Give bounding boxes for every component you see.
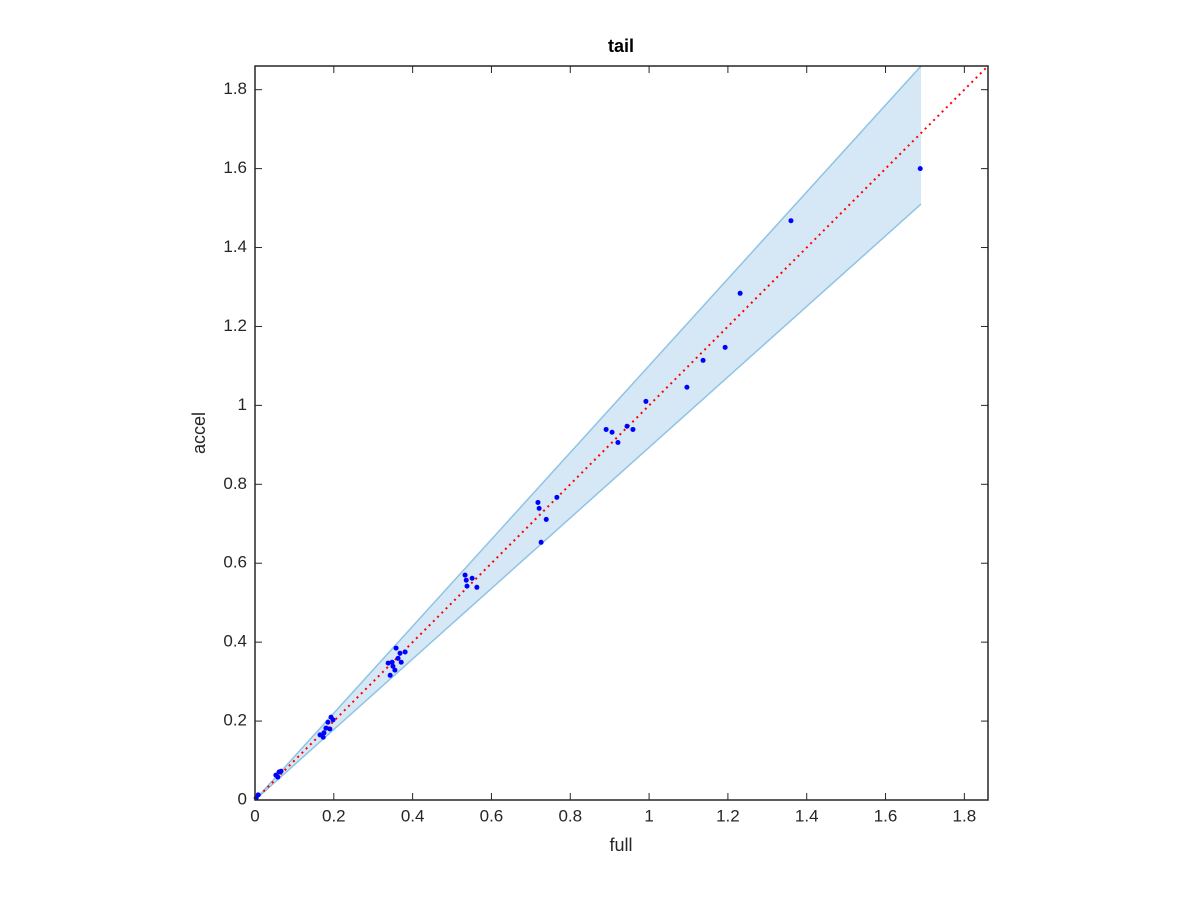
data-point xyxy=(722,344,728,350)
x-tick-label: 1.2 xyxy=(716,806,740,825)
y-tick-label: 0 xyxy=(238,789,247,808)
data-point xyxy=(397,650,403,656)
data-point xyxy=(392,667,398,673)
y-tick-label: 0.8 xyxy=(223,474,247,493)
y-tick-label: 1.6 xyxy=(223,158,247,177)
data-point xyxy=(609,429,615,435)
data-point xyxy=(536,505,542,511)
data-point xyxy=(737,290,743,296)
data-point xyxy=(398,659,404,665)
x-tick-label: 0.8 xyxy=(558,806,582,825)
x-tick-label: 1.4 xyxy=(795,806,819,825)
data-point xyxy=(538,539,544,545)
x-axis-label: full xyxy=(609,835,632,855)
data-point xyxy=(275,774,281,780)
x-tick-label: 1.6 xyxy=(874,806,898,825)
data-point xyxy=(603,426,609,432)
data-point xyxy=(624,423,630,429)
data-point xyxy=(464,583,470,589)
chart-title: tail xyxy=(608,36,634,56)
data-point xyxy=(462,572,468,578)
y-tick-label: 1.8 xyxy=(223,79,247,98)
band-lower-line xyxy=(254,203,922,801)
data-point xyxy=(320,734,326,740)
y-tick-label: 0.4 xyxy=(223,632,247,651)
data-point xyxy=(327,726,333,732)
band-upper-line xyxy=(254,65,922,801)
data-point xyxy=(255,792,261,798)
x-tick-label: 0.6 xyxy=(480,806,504,825)
y-tick-label: 1 xyxy=(238,395,247,414)
y-axis-label: accel xyxy=(189,412,209,454)
data-point xyxy=(323,725,329,731)
data-point xyxy=(700,357,706,363)
data-point xyxy=(321,730,327,736)
x-tick-label: 1 xyxy=(644,806,653,825)
x-tick-label: 0.4 xyxy=(401,806,425,825)
data-point xyxy=(463,577,469,583)
x-tick-label: 1.8 xyxy=(953,806,977,825)
y-tick-label: 1.4 xyxy=(223,237,247,256)
data-point xyxy=(402,649,408,655)
data-point xyxy=(278,768,284,774)
data-point xyxy=(535,499,541,505)
data-point xyxy=(615,439,621,445)
data-point xyxy=(395,655,401,661)
data-point xyxy=(474,584,480,590)
data-point xyxy=(630,426,636,432)
data-point xyxy=(387,672,393,678)
data-point xyxy=(543,516,549,522)
data-point xyxy=(385,660,391,666)
data-point xyxy=(554,494,560,500)
data-point xyxy=(788,218,794,224)
x-tick-label: 0 xyxy=(250,806,259,825)
data-point xyxy=(469,575,475,581)
data-point xyxy=(389,659,395,665)
y-tick-label: 0.6 xyxy=(223,553,247,572)
reference-line xyxy=(254,65,989,801)
data-point xyxy=(330,717,336,723)
y-tick-label: 1.2 xyxy=(223,316,247,335)
axes-box xyxy=(254,65,989,801)
data-point xyxy=(325,719,331,725)
data-point xyxy=(643,398,649,404)
data-point xyxy=(917,166,923,172)
data-point xyxy=(684,384,690,390)
data-point xyxy=(390,663,396,669)
y-tick-label: 0.2 xyxy=(223,711,247,730)
x-tick-label: 0.2 xyxy=(322,806,346,825)
data-point xyxy=(393,645,399,651)
